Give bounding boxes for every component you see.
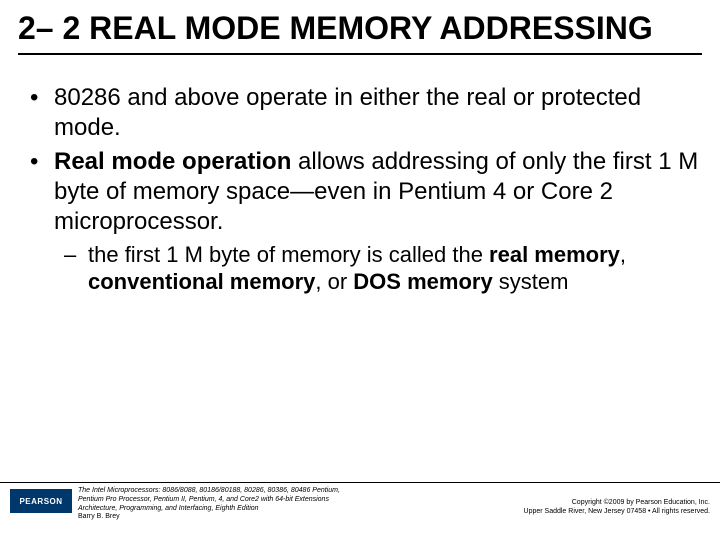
copyright-block: Copyright ©2009 by Pearson Education, In… [524,487,710,517]
bold-text: Real mode operation [54,148,291,175]
slide: 2– 2 REAL MODE MEMORY ADDRESSING 80286 a… [0,0,720,540]
footer-inner: PEARSON The Intel Microprocessors: 8086/… [0,483,720,540]
bullet-text: system [493,269,569,294]
copyright-line: Upper Saddle River, New Jersey 07458 • A… [524,508,710,515]
bullet-text: , [620,242,626,267]
slide-footer: PEARSON The Intel Microprocessors: 8086/… [0,482,720,540]
slide-body: 80286 and above operate in either the re… [18,83,702,296]
slide-title: 2– 2 REAL MODE MEMORY ADDRESSING [18,10,702,47]
copyright-line: Copyright ©2009 by Pearson Education, In… [572,499,710,506]
bullet-text: 80286 and above operate in either the re… [54,84,641,141]
bullet-item: 80286 and above operate in either the re… [26,83,702,143]
bullet-text: , or [315,269,353,294]
book-title-line: Architecture, Programming, and Interfaci… [78,505,259,512]
book-author: Barry B. Brey [78,513,120,520]
book-title-line: Pentium Pro Processor, Pentium II, Penti… [78,496,329,503]
bullet-item: Real mode operation allows addressing of… [26,147,702,237]
bullet-text: the first 1 M byte of memory is called t… [88,242,489,267]
book-info: The Intel Microprocessors: 8086/8088, 80… [78,487,524,522]
pearson-logo: PEARSON [10,489,72,513]
book-title-line: The Intel Microprocessors: 8086/8088, 80… [78,487,340,494]
bold-text: real memory [489,242,620,267]
bold-text: DOS memory [353,269,492,294]
sub-bullet-item: the first 1 M byte of memory is called t… [26,241,702,296]
bold-text: conventional memory [88,269,315,294]
title-underline [18,53,702,55]
